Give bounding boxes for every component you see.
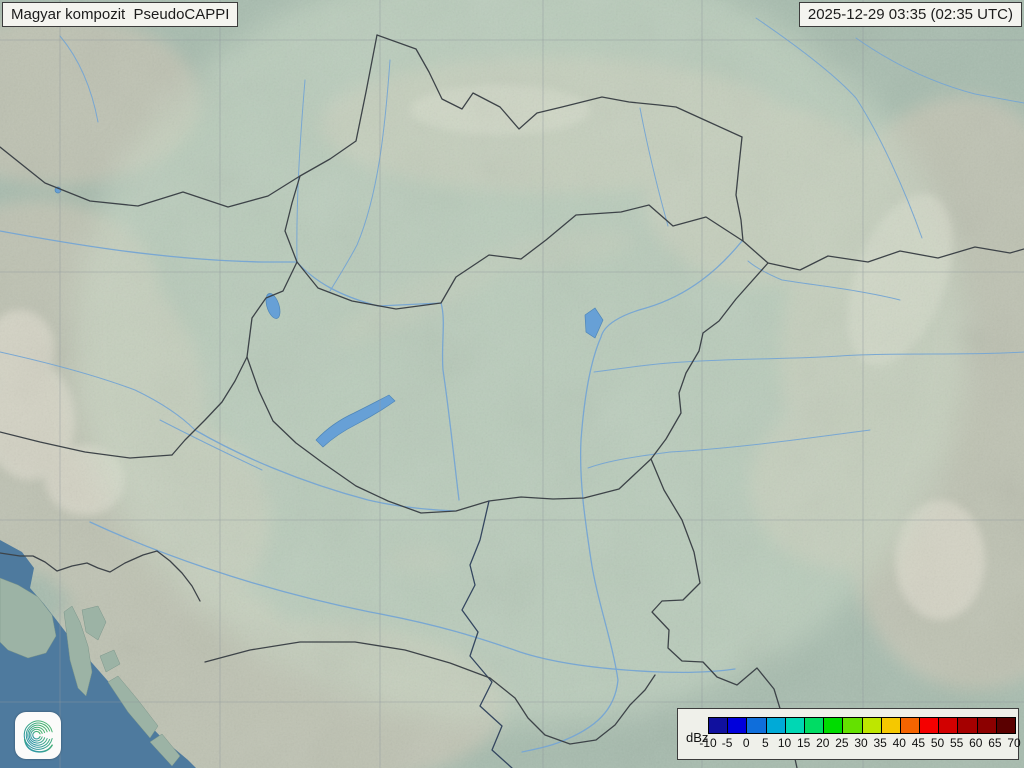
dbz-color-cell	[900, 718, 921, 733]
dbz-color-cell	[824, 718, 844, 733]
dbz-tick-label: 55	[949, 736, 964, 750]
dbz-color-cell	[881, 718, 901, 733]
dbz-color-cell	[977, 718, 997, 733]
dbz-scale-panel: dBz -10 -5 0 5 10 15 20 25 30 35 40 45 50 55 60 65 70	[677, 708, 1021, 760]
dbz-color-cell	[958, 718, 978, 733]
dbz-tick-label: 40	[892, 736, 906, 750]
dbz-color-cell	[920, 718, 940, 733]
dbz-color-cell	[843, 718, 863, 733]
dbz-color-cell	[785, 718, 805, 733]
rivers	[0, 17, 1024, 753]
dbz-tick-label: 20	[816, 736, 830, 750]
dbz-color-cell	[728, 718, 748, 733]
lake-ferto	[265, 293, 281, 319]
dbz-color-cell	[709, 718, 729, 733]
product-title: Magyar kompozit PseudoCAPPI	[2, 2, 239, 27]
dbz-tick-label: -10	[699, 736, 717, 750]
adriatic-sea	[0, 540, 196, 768]
dbz-color-cell	[766, 718, 786, 733]
country-borders	[0, 34, 1024, 768]
lake-tisza	[584, 307, 604, 339]
spiral-swirl-icon	[23, 720, 53, 753]
dbz-color-cell	[804, 718, 825, 733]
dbz-tick-label: 10	[777, 736, 792, 750]
dbz-color-cell	[747, 718, 767, 733]
met-service-logo	[15, 712, 61, 759]
dbz-tick-label: 30	[854, 736, 868, 750]
dbz-color-cell	[862, 718, 882, 733]
dbz-color-cell	[996, 718, 1015, 733]
dbz-colorbar	[708, 717, 1016, 734]
dbz-tick-label: 50	[930, 736, 945, 750]
dbz-tick-label: 65	[988, 736, 1002, 750]
hungary-border	[246, 204, 769, 514]
dbz-tick-label: 15	[796, 736, 811, 750]
dbz-tick-label: 70	[1007, 736, 1021, 750]
dbz-tick-label: 25	[835, 736, 849, 750]
timestamp: 2025-12-29 03:35 (02:35 UTC)	[798, 2, 1022, 27]
lake-balaton	[315, 394, 396, 448]
dbz-tick-label: 35	[873, 736, 887, 750]
dbz-tick-label: 5	[762, 736, 769, 750]
dbz-tick-label: -5	[721, 736, 733, 750]
dbz-tick-label: 0	[742, 736, 750, 750]
dbz-tick-labels: -10 -5 0 5 10 15 20 25 30 35 40 45 50 55 60 65 70	[699, 736, 1020, 752]
istria-peninsula	[0, 577, 57, 659]
dbz-color-cell	[939, 718, 959, 733]
lakes	[54, 186, 604, 448]
dbz-unit-label: dBz	[686, 730, 709, 745]
dbz-tick-label: 45	[911, 736, 926, 750]
dbz-tick-label: 60	[969, 736, 983, 750]
